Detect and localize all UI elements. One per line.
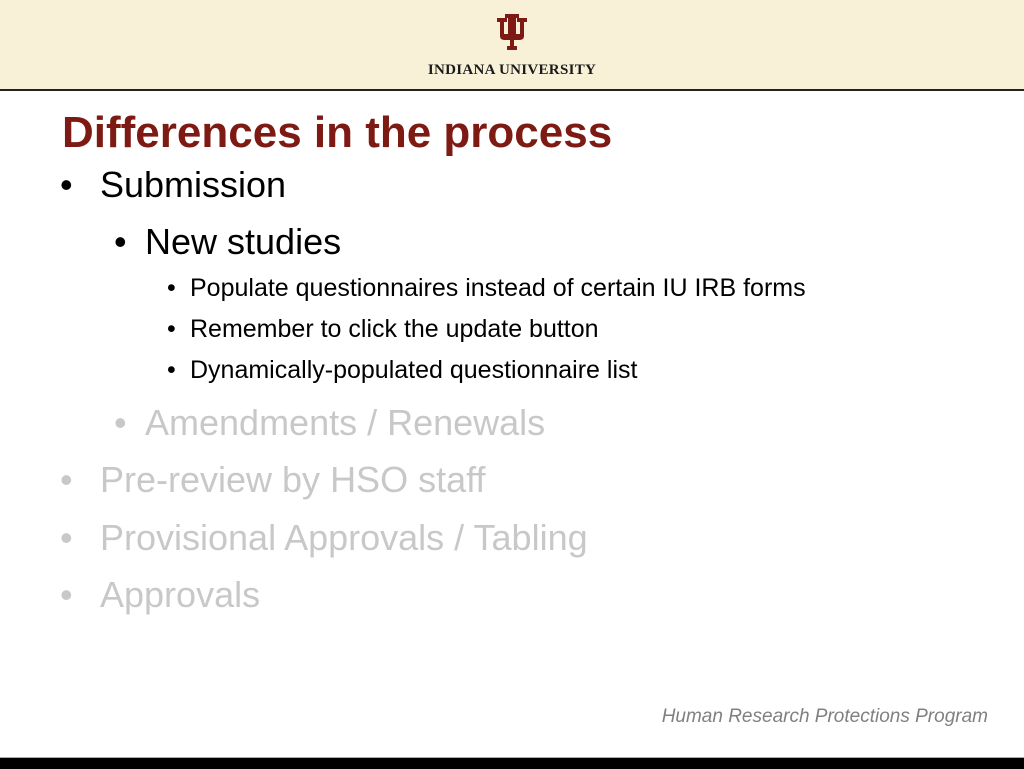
- slide-title: Differences in the process: [62, 108, 613, 157]
- bullet-pre-review: • Pre-review by HSO staff: [60, 459, 486, 501]
- slide-header: INDIANA UNIVERSITY: [0, 0, 1024, 91]
- bullet-glyph: •: [60, 574, 73, 615]
- bullet-questionnaire-list: • Dynamically-populated questionnaire lis…: [167, 356, 638, 385]
- bullet-text: Approvals: [100, 574, 261, 615]
- bullet-glyph: •: [167, 356, 176, 384]
- bullet-glyph: •: [60, 517, 73, 558]
- bullet-text: Populate questionnaires instead of certa…: [190, 274, 806, 302]
- bullet-text: Provisional Approvals / Tabling: [100, 517, 588, 558]
- bullet-text: Pre-review by HSO staff: [100, 459, 486, 500]
- bullet-glyph: •: [167, 315, 176, 343]
- bullet-new-studies: • New studies: [114, 221, 342, 263]
- bullet-glyph: •: [167, 274, 176, 302]
- bottom-bar: [0, 757, 1024, 769]
- bullet-glyph: •: [60, 459, 73, 500]
- iu-trident-logo: [497, 14, 527, 50]
- bullet-text: Submission: [100, 164, 287, 205]
- footer-program-name: Human Research Protections Program: [661, 706, 988, 727]
- bullet-provisional-approvals: • Provisional Approvals / Tabling: [60, 517, 588, 559]
- bullet-glyph: •: [114, 221, 127, 262]
- bullet-amendments: • Amendments / Renewals: [114, 402, 546, 444]
- bullet-text: Dynamically-populated questionnaire list: [190, 356, 638, 384]
- bullet-update-button: • Remember to click the update button: [167, 315, 599, 344]
- university-name: INDIANA UNIVERSITY: [427, 62, 597, 78]
- bullet-text: Remember to click the update button: [190, 315, 599, 343]
- bullet-glyph: •: [60, 164, 73, 205]
- bullet-populate-questionnaires: • Populate questionnaires instead of cert…: [167, 274, 806, 303]
- bullet-approvals: • Approvals: [60, 574, 261, 616]
- bullet-text: New studies: [145, 221, 342, 262]
- bullet-glyph: •: [114, 402, 127, 443]
- bullet-submission: • Submission: [60, 164, 287, 206]
- bullet-text: Amendments / Renewals: [145, 402, 546, 443]
